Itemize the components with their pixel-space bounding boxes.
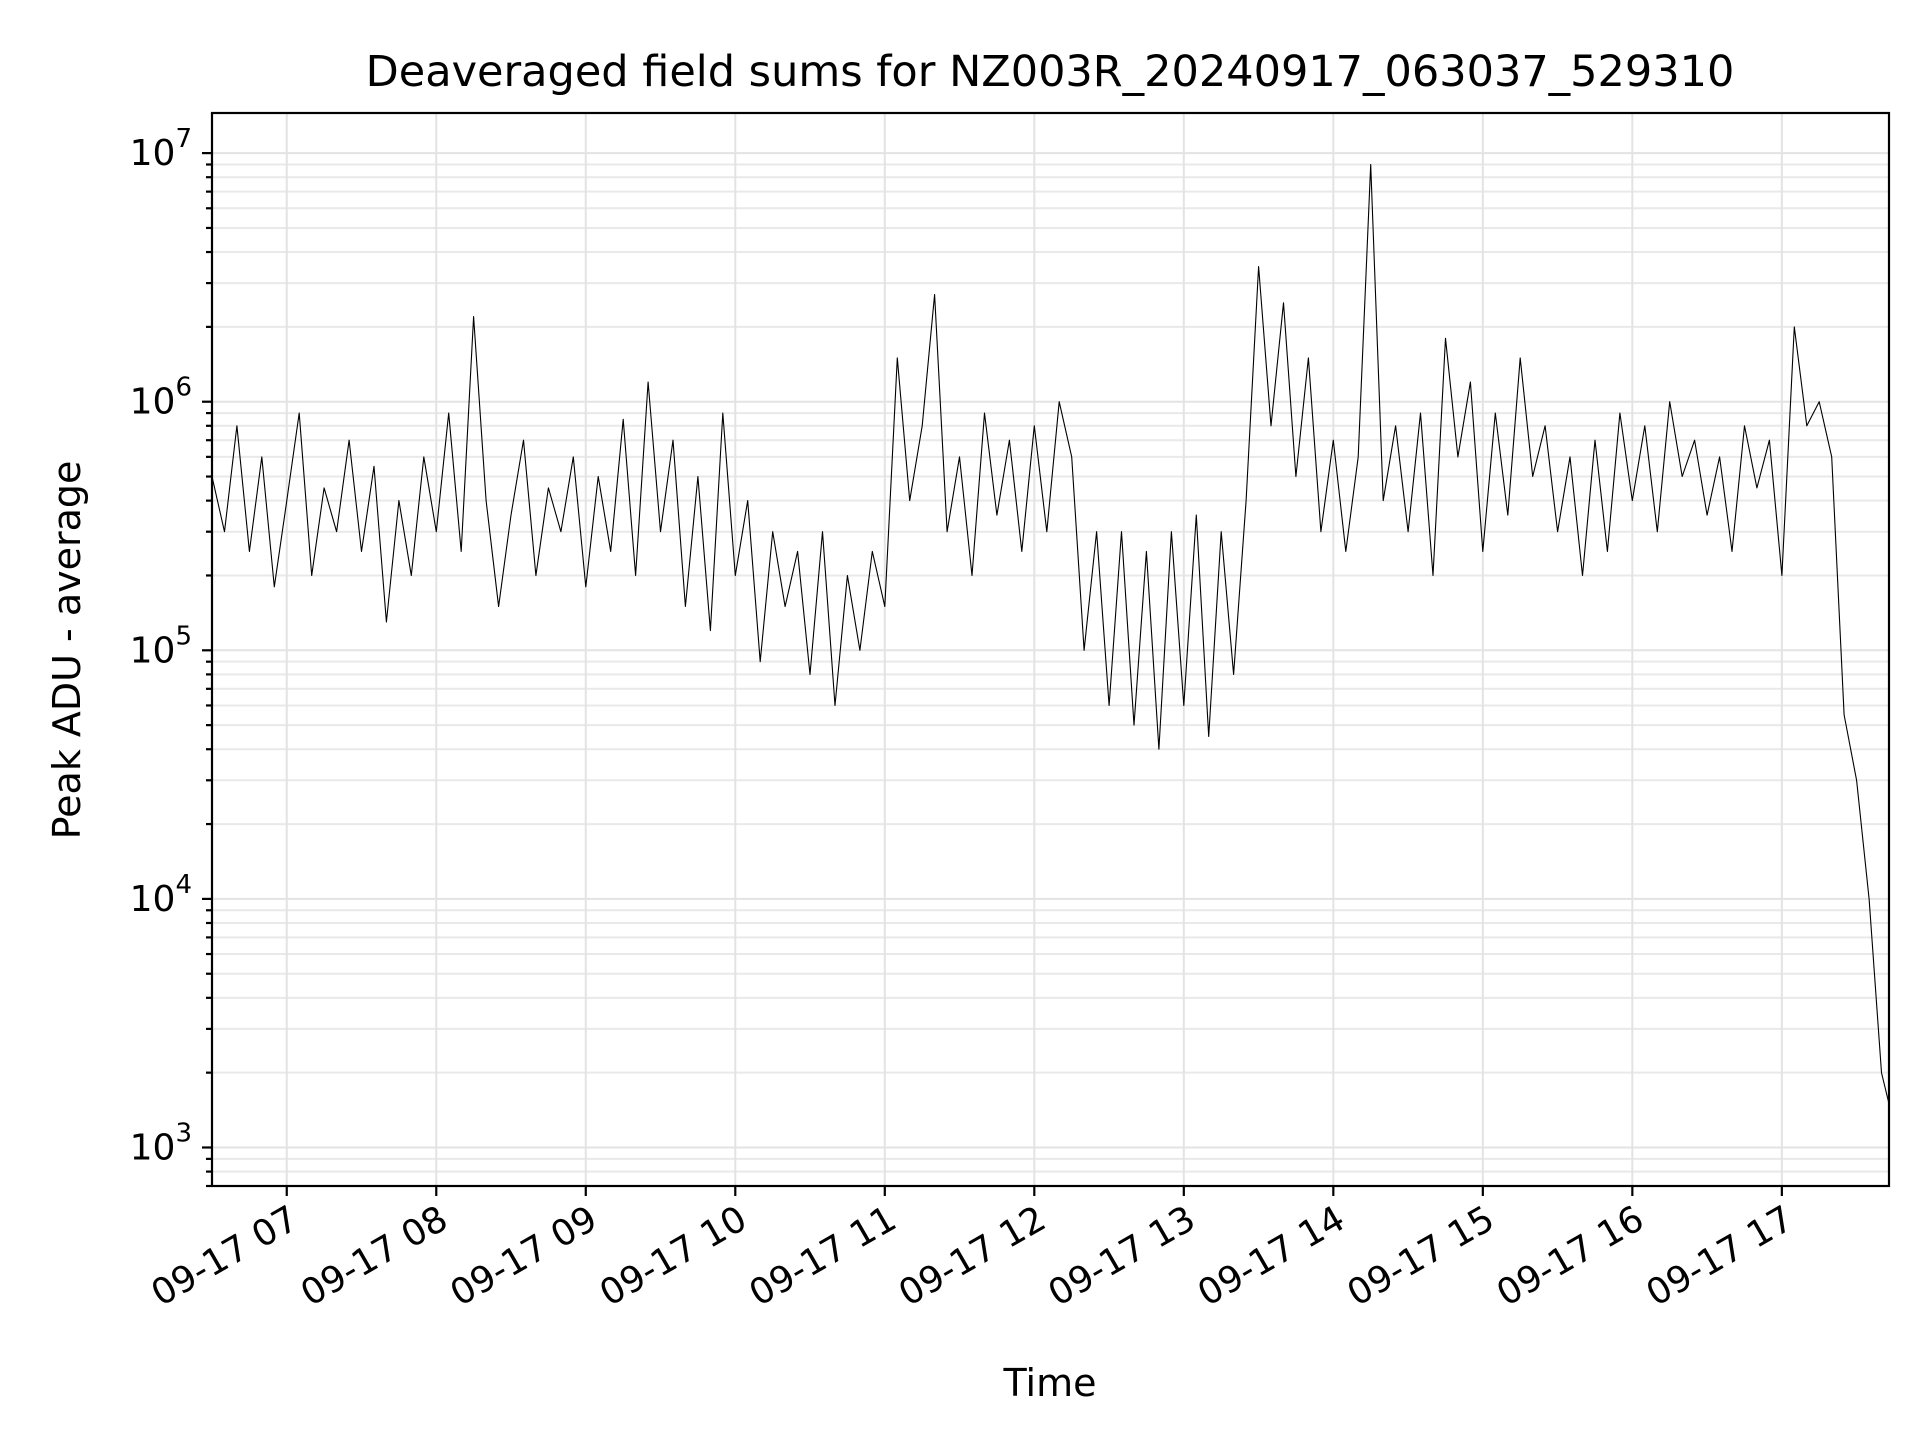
y-tick-label: 105: [130, 621, 192, 671]
x-tick-label: 09-17 17: [1640, 1198, 1801, 1314]
x-tick-label: 09-17 10: [593, 1198, 754, 1314]
y-tick-label: 104: [130, 870, 192, 920]
y-axis-label: Peak ADU - average: [45, 461, 89, 840]
y-tick-label: 107: [130, 124, 192, 174]
grid: [212, 113, 1889, 1187]
x-tick-label: 09-17 12: [892, 1198, 1053, 1314]
x-tick-label: 09-17 16: [1490, 1198, 1651, 1314]
y-tick-label: 103: [130, 1118, 192, 1168]
x-tick-label: 09-17 13: [1042, 1198, 1203, 1314]
x-tick-label: 09-17 14: [1191, 1198, 1352, 1314]
x-tick-label: 09-17 15: [1341, 1198, 1502, 1314]
chart-title: Deaveraged field sums for NZ003R_2024091…: [366, 47, 1735, 97]
y-tick-label: 106: [130, 373, 192, 423]
x-tick-label: 09-17 08: [294, 1198, 455, 1314]
x-axis-label: Time: [1003, 1361, 1097, 1405]
x-tick-label: 09-17 09: [444, 1198, 605, 1314]
series-line: [211, 163, 1890, 1104]
x-tick-label: 09-17 11: [743, 1198, 904, 1314]
x-tick-label: 09-17 07: [145, 1198, 306, 1314]
